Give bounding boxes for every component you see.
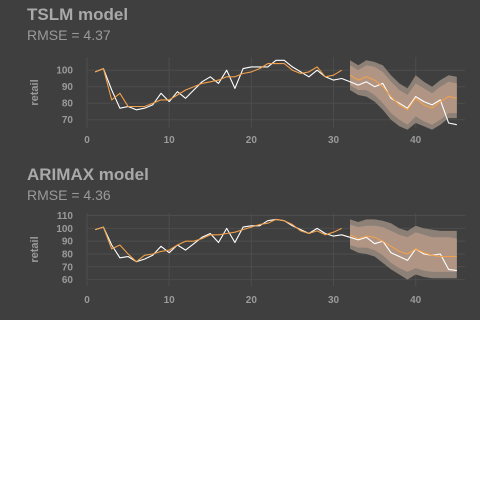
y-tick-label: 90	[62, 237, 74, 248]
x-tick-label: 10	[164, 295, 176, 306]
forecast-line	[349, 234, 457, 258]
chart-subtitle: RMSE = 4.37	[27, 27, 111, 43]
figure: TSLM model RMSE = 4.37 0 10 20 30 40 70 80 90 10…	[0, 0, 480, 320]
y-tick-label: 90	[62, 82, 74, 93]
y-tick-label: 60	[62, 275, 74, 286]
x-tick-label: 10	[164, 135, 176, 146]
fitted-line	[94, 63, 342, 108]
x-tick-label: 30	[328, 295, 340, 306]
x-tick-label: 20	[246, 295, 258, 306]
y-tick-label: 110	[57, 211, 74, 222]
y-tick-label: 100	[56, 66, 73, 77]
y-axis-label: retail	[29, 236, 41, 262]
x-tick-label: 0	[84, 295, 90, 306]
y-tick-label: 80	[62, 249, 74, 260]
x-tick-label: 40	[410, 295, 422, 306]
fitted-line	[95, 218, 342, 263]
tslm-panel: TSLM model RMSE = 4.37 0 10 20 30 40 70 80 90 10…	[0, 0, 480, 160]
arimax-panel: ARIMAX model RMSE = 4.36 0 10 20 30 40 60 70 80…	[0, 160, 480, 320]
x-tick-label: 40	[410, 135, 422, 146]
tslm-plot: 0 10 20 30 40 70 80 90 100 retail	[29, 57, 465, 146]
y-tick-label: 80	[62, 99, 74, 110]
interval-80-band	[350, 65, 457, 125]
chart-title: ARIMAX model	[27, 165, 149, 184]
chart-subtitle: RMSE = 4.36	[27, 187, 111, 203]
x-tick-label: 0	[84, 135, 90, 146]
chart-title: TSLM model	[27, 5, 129, 24]
forecast-line	[349, 74, 457, 111]
y-tick-label: 100	[56, 224, 73, 235]
x-tick-label: 20	[246, 135, 258, 146]
y-axis-label: retail	[29, 79, 41, 105]
y-tick-label: 70	[62, 262, 74, 273]
x-tick-label: 30	[328, 135, 340, 146]
interval-80-band	[350, 224, 457, 272]
y-tick-label: 70	[62, 115, 74, 126]
